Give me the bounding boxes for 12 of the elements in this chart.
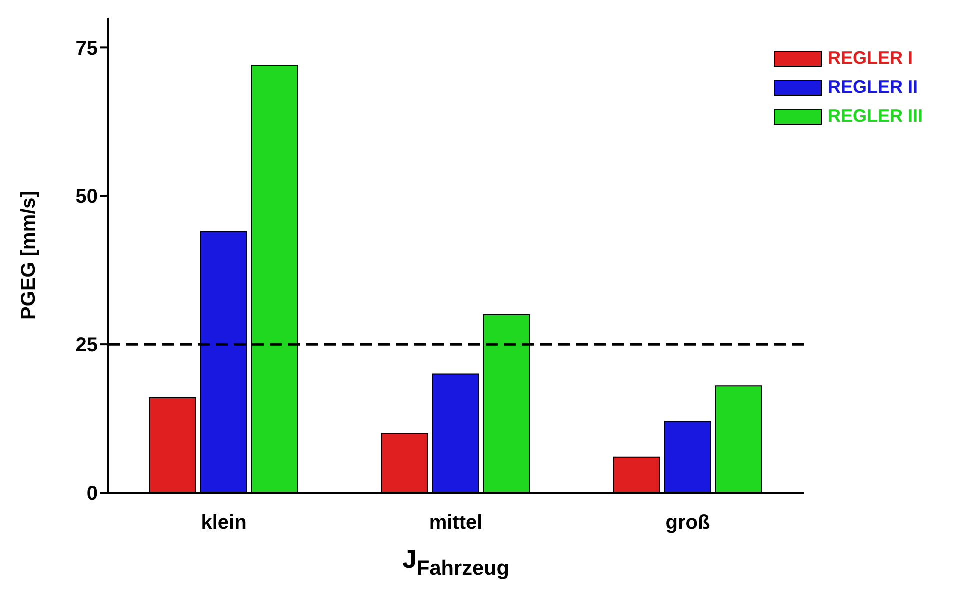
y-tick-label: 50 xyxy=(76,186,98,208)
y-tick-label: 0 xyxy=(86,483,98,506)
legend-label: REGLER II xyxy=(828,77,918,98)
legend-label: REGLER I xyxy=(828,48,913,69)
x-tick-label: mittel xyxy=(429,512,483,534)
x-tick-label: groß xyxy=(666,512,710,534)
legend-label: REGLER III xyxy=(828,106,923,127)
y-axis-title: PGEG [mm/s] xyxy=(18,191,40,320)
x-axis-title: J$_{Fahrzeug}$ xyxy=(402,544,510,580)
y-tick-label: 75 xyxy=(76,38,98,60)
x-tick-label: klein xyxy=(201,512,247,534)
y-tick-label: 25 xyxy=(76,334,98,357)
